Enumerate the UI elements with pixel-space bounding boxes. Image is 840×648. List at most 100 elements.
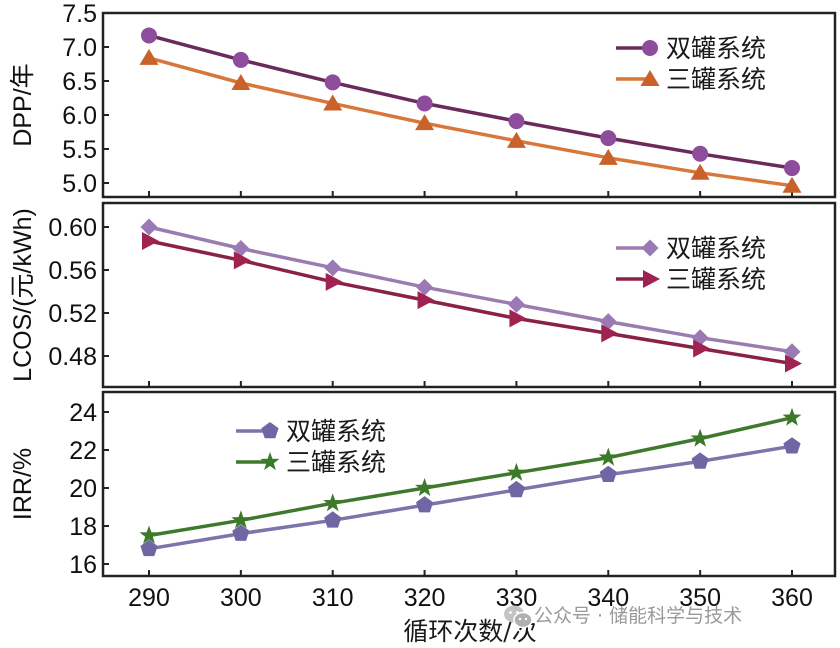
data-point xyxy=(416,278,434,296)
data-point xyxy=(783,437,801,454)
legend-label: 三罐系统 xyxy=(666,265,766,294)
series-irr-0 xyxy=(140,437,801,557)
data-point xyxy=(692,145,709,162)
data-point xyxy=(231,510,251,529)
y-tick-label: 6.5 xyxy=(62,68,97,96)
data-point xyxy=(783,343,801,361)
legend-item: 双罐系统 xyxy=(616,234,766,263)
data-point xyxy=(693,339,711,358)
y-axis-title: DPP/年 xyxy=(9,63,37,146)
data-point xyxy=(782,407,802,426)
legend-marker xyxy=(642,40,658,56)
series-lcos-0 xyxy=(140,218,801,361)
data-point xyxy=(324,511,342,528)
x-tick-label: 310 xyxy=(312,584,354,612)
data-point xyxy=(598,148,618,165)
legend-label: 双罐系统 xyxy=(286,417,386,446)
legend-label: 双罐系统 xyxy=(666,234,766,263)
data-point xyxy=(232,51,249,68)
data-point xyxy=(690,428,710,447)
data-point xyxy=(323,94,343,111)
data-point xyxy=(324,74,341,91)
plot-frame xyxy=(101,11,837,199)
data-point xyxy=(598,447,618,466)
data-point xyxy=(323,493,343,512)
legend-marker xyxy=(261,422,279,439)
legend-marker xyxy=(260,452,280,471)
y-tick-label: 24 xyxy=(69,399,97,427)
series-irr-1 xyxy=(139,407,802,544)
data-point xyxy=(691,452,709,469)
data-point xyxy=(139,525,159,544)
y-tick-label: 6.0 xyxy=(62,102,97,130)
x-tick-label: 320 xyxy=(404,584,446,612)
y-tick-label: 7.0 xyxy=(62,34,97,62)
data-point xyxy=(231,74,251,91)
series-line xyxy=(148,56,793,188)
legend-item: 三罐系统 xyxy=(616,265,766,294)
x-tick-label: 360 xyxy=(771,584,813,612)
data-point xyxy=(506,131,526,148)
data-point xyxy=(142,231,159,250)
data-point xyxy=(599,465,617,482)
data-point xyxy=(690,163,710,180)
data-point xyxy=(232,240,250,257)
data-point xyxy=(785,354,802,373)
data-point xyxy=(140,539,158,557)
legend-item: 三罐系统 xyxy=(616,65,766,94)
data-point xyxy=(507,295,525,313)
data-point xyxy=(232,524,250,541)
y-tick-label: 5.5 xyxy=(62,136,97,164)
y-tick-label: 22 xyxy=(69,437,97,465)
y-axis-title: IRR/% xyxy=(9,448,37,520)
y-tick-label: 7.5 xyxy=(62,0,97,28)
data-point xyxy=(782,176,802,193)
legend-label: 三罐系统 xyxy=(286,448,386,477)
data-point xyxy=(416,496,434,513)
series-line xyxy=(148,239,793,366)
data-point xyxy=(324,259,342,277)
watermark-text: 公众号 · 储能科学与技术 xyxy=(534,605,742,627)
watermark: 公众号 · 储能科学与技术 xyxy=(504,605,742,629)
x-tick-label: 290 xyxy=(128,584,170,612)
y-tick-label: 5.0 xyxy=(62,170,97,198)
series-line xyxy=(148,225,793,354)
series-dpp-0 xyxy=(141,27,800,177)
legend-item: 三罐系统 xyxy=(236,448,386,477)
data-point xyxy=(506,462,526,481)
x-axis: 290 300 310 320 330 340 350 360 xyxy=(128,584,813,612)
y-tick-label: 0.56 xyxy=(48,257,97,285)
legend-marker xyxy=(641,239,659,257)
data-point xyxy=(140,218,158,236)
legend-item: 双罐系统 xyxy=(616,34,766,63)
legend-marker xyxy=(643,270,660,288)
data-point xyxy=(599,313,617,331)
y-axis-title: LCOS/(元/kWh) xyxy=(9,208,37,382)
data-point xyxy=(141,27,157,44)
data-point xyxy=(415,478,435,497)
data-point xyxy=(417,291,435,310)
legend-label: 双罐系统 xyxy=(666,34,766,63)
data-point xyxy=(507,480,525,498)
y-tick-label: 16 xyxy=(69,551,97,579)
y-tick-label: 0.52 xyxy=(48,300,97,328)
y-tick-label: 0.60 xyxy=(48,214,97,242)
data-point xyxy=(509,309,527,328)
series-line xyxy=(148,444,793,551)
data-point xyxy=(600,130,617,147)
legend-label: 三罐系统 xyxy=(666,65,766,94)
data-point xyxy=(416,95,433,112)
legend-item: 双罐系统 xyxy=(236,417,386,446)
data-point xyxy=(784,160,800,177)
x-tick-label: 340 xyxy=(587,584,629,612)
y-tick-label: 18 xyxy=(69,513,97,541)
y-tick-label: 0.48 xyxy=(48,343,97,371)
x-tick-label: 350 xyxy=(679,584,721,612)
data-point xyxy=(233,251,251,270)
data-point xyxy=(415,114,435,131)
series-line xyxy=(148,33,793,170)
